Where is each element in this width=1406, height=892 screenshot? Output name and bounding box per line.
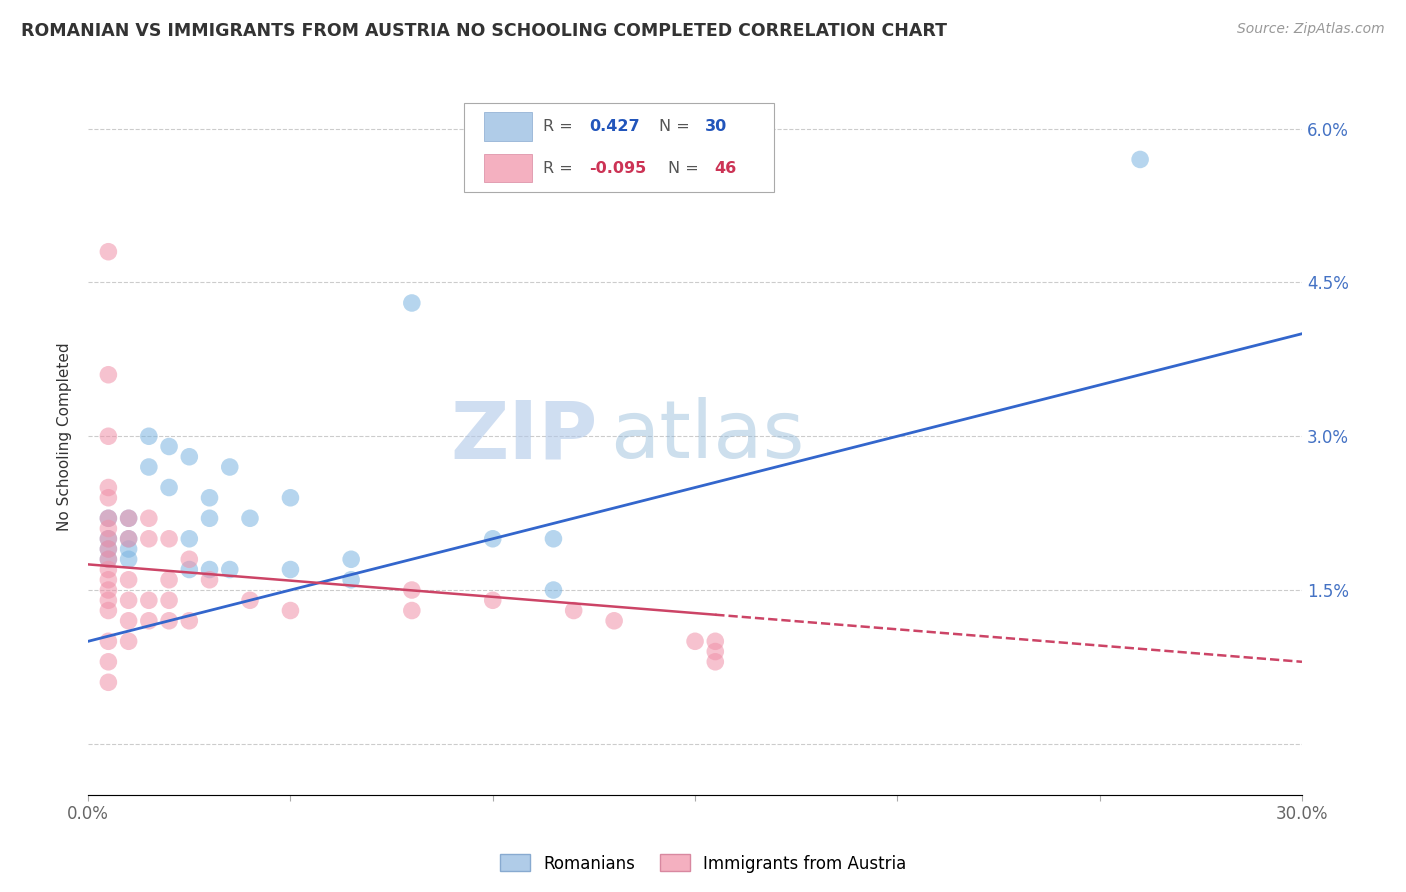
Text: N =: N = (658, 120, 695, 135)
Point (138, 429, 160, 443)
Text: -0.095: -0.095 (589, 161, 647, 176)
Point (117, 532, 139, 546)
Point (97, 481, 120, 495)
Text: Source: ZipAtlas.com: Source: ZipAtlas.com (1237, 22, 1385, 37)
Point (97, 532, 120, 546)
Point (179, 552, 201, 566)
Point (157, 440, 180, 454)
Point (280, 491, 302, 505)
Point (117, 634, 139, 648)
Point (239, 511, 262, 525)
Point (179, 532, 201, 546)
Point (401, 582, 423, 597)
Point (198, 491, 221, 505)
Point (117, 511, 139, 525)
Point (97, 429, 120, 443)
Point (401, 296, 423, 310)
Point (179, 450, 201, 464)
Point (481, 532, 503, 546)
Point (239, 593, 262, 607)
Point (138, 614, 160, 628)
Point (138, 511, 160, 525)
Point (117, 552, 139, 566)
Y-axis label: No Schooling Completed: No Schooling Completed (58, 342, 72, 531)
Point (97, 552, 120, 566)
Point (562, 603, 585, 617)
Point (97, 593, 120, 607)
Point (157, 532, 180, 546)
Point (401, 603, 423, 617)
Point (157, 573, 180, 587)
Legend: Romanians, Immigrants from Austria: Romanians, Immigrants from Austria (494, 847, 912, 880)
Point (97, 532, 120, 546)
Text: atlas: atlas (610, 397, 804, 475)
Point (157, 593, 180, 607)
Text: 30: 30 (704, 120, 727, 135)
Point (1129, 153, 1152, 167)
Text: 0.427: 0.427 (589, 120, 640, 135)
Point (157, 614, 180, 628)
Point (198, 511, 221, 525)
Point (157, 481, 180, 495)
Point (97, 634, 120, 648)
Point (97, 541, 120, 556)
Point (97, 552, 120, 566)
Point (340, 573, 363, 587)
Point (280, 603, 302, 617)
Text: R =: R = (543, 120, 578, 135)
Point (218, 460, 240, 475)
Point (97, 491, 120, 505)
Point (603, 614, 626, 628)
Point (179, 562, 201, 576)
Point (117, 532, 139, 546)
Point (97, 582, 120, 597)
FancyBboxPatch shape (464, 103, 773, 193)
Point (97, 244, 120, 259)
Point (198, 562, 221, 576)
Point (138, 593, 160, 607)
Point (97, 541, 120, 556)
Text: N =: N = (668, 161, 704, 176)
FancyBboxPatch shape (484, 112, 533, 141)
Point (138, 460, 160, 475)
Point (117, 593, 139, 607)
Text: 46: 46 (714, 161, 737, 176)
Point (97, 368, 120, 382)
Point (97, 511, 120, 525)
Point (704, 644, 727, 658)
Point (138, 532, 160, 546)
Point (97, 562, 120, 576)
Point (179, 614, 201, 628)
Text: ZIP: ZIP (451, 397, 598, 475)
Point (198, 573, 221, 587)
Point (117, 541, 139, 556)
Point (683, 634, 706, 648)
Point (97, 675, 120, 690)
FancyBboxPatch shape (484, 153, 533, 182)
Point (704, 634, 727, 648)
Point (97, 573, 120, 587)
Point (97, 603, 120, 617)
Point (97, 511, 120, 525)
Point (117, 511, 139, 525)
Point (340, 552, 363, 566)
Text: ROMANIAN VS IMMIGRANTS FROM AUSTRIA NO SCHOOLING COMPLETED CORRELATION CHART: ROMANIAN VS IMMIGRANTS FROM AUSTRIA NO S… (21, 22, 948, 40)
Point (280, 562, 302, 576)
Point (704, 655, 727, 669)
Point (481, 593, 503, 607)
Text: R =: R = (543, 161, 578, 176)
Point (543, 532, 565, 546)
Point (117, 573, 139, 587)
Point (218, 562, 240, 576)
Point (117, 614, 139, 628)
Point (97, 522, 120, 536)
Point (543, 582, 565, 597)
Point (97, 655, 120, 669)
